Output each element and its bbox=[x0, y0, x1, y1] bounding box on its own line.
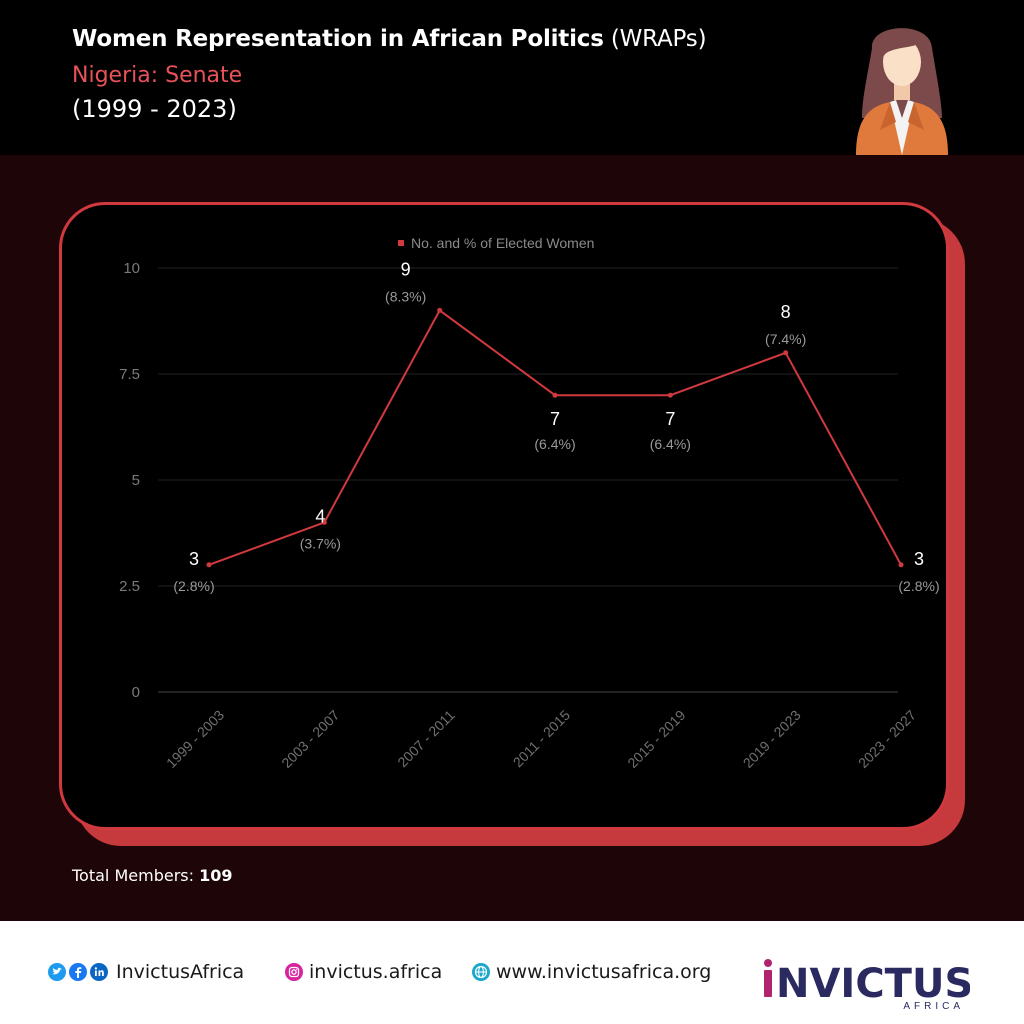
data-point bbox=[667, 392, 673, 398]
x-tick-label: 2011 - 2015 bbox=[510, 707, 574, 771]
y-tick-label: 5 bbox=[132, 472, 140, 489]
y-tick-label: 0 bbox=[132, 684, 140, 701]
total-value: 109 bbox=[199, 866, 233, 885]
total-members: Total Members: 109 bbox=[72, 866, 233, 885]
website-link[interactable]: www.invictusafrica.org bbox=[472, 961, 711, 983]
x-tick-label: 2015 - 2019 bbox=[624, 707, 688, 771]
twitter-icon[interactable] bbox=[48, 963, 66, 981]
invictus-logo: NVICTUS AFRICA bbox=[760, 941, 973, 1012]
social-links: InvictusAfrica bbox=[48, 961, 244, 983]
title-main: Women Representation in African Politics bbox=[72, 26, 604, 52]
brand-sub: AFRICA bbox=[903, 1001, 964, 1011]
header: Women Representation in African Politics… bbox=[0, 0, 1024, 155]
footer: InvictusAfrica invictus.africa www.invic… bbox=[0, 921, 1024, 1024]
data-value-label: 3 bbox=[914, 549, 924, 569]
data-point bbox=[437, 307, 443, 313]
data-value-label: 7 bbox=[665, 409, 675, 429]
data-value-label: 7 bbox=[550, 409, 560, 429]
data-percent-label: (2.8%) bbox=[898, 578, 939, 594]
x-tick-label: 2007 - 2011 bbox=[394, 707, 458, 771]
data-value-label: 8 bbox=[781, 302, 791, 322]
total-label: Total Members: bbox=[72, 866, 194, 885]
woman-avatar-icon bbox=[856, 28, 948, 155]
data-value-label: 9 bbox=[401, 259, 411, 279]
data-point bbox=[898, 562, 904, 568]
data-percent-label: (2.8%) bbox=[173, 578, 214, 594]
data-point bbox=[552, 392, 558, 398]
data-point bbox=[206, 562, 212, 568]
instagram-icon bbox=[285, 963, 303, 981]
instagram-handle: invictus.africa bbox=[309, 961, 443, 983]
y-tick-label: 7.5 bbox=[119, 366, 140, 383]
data-percent-label: (3.7%) bbox=[300, 535, 341, 551]
page-title: Women Representation in African Politics… bbox=[72, 26, 707, 52]
globe-icon bbox=[472, 963, 490, 981]
title-tail: (WRAPs) bbox=[610, 26, 707, 52]
y-tick-label: 10 bbox=[123, 260, 140, 277]
data-percent-label: (6.4%) bbox=[534, 436, 575, 452]
x-tick-label: 1999 - 2003 bbox=[163, 707, 227, 771]
x-tick-label: 2019 - 2023 bbox=[740, 707, 804, 771]
y-tick-label: 2.5 bbox=[119, 578, 140, 595]
linkedin-icon[interactable] bbox=[90, 963, 108, 981]
brand-wordmark: NVICTUS bbox=[776, 961, 970, 1007]
legend-label: No. and % of Elected Women bbox=[411, 235, 594, 251]
chart-legend: No. and % of Elected Women bbox=[398, 235, 594, 251]
website-url: www.invictusafrica.org bbox=[496, 961, 712, 983]
instagram-link[interactable]: invictus.africa bbox=[285, 961, 442, 983]
data-percent-label: (6.4%) bbox=[650, 436, 691, 452]
x-tick-label: 2003 - 2007 bbox=[278, 707, 342, 771]
data-value-label: 4 bbox=[315, 506, 325, 526]
facebook-icon[interactable] bbox=[69, 963, 87, 981]
x-tick-label: 2023 - 2027 bbox=[855, 707, 919, 771]
chart-card bbox=[59, 202, 949, 830]
data-value-label: 3 bbox=[189, 549, 199, 569]
data-percent-label: (7.4%) bbox=[765, 331, 806, 347]
legend-marker bbox=[398, 240, 404, 246]
period-label: (1999 - 2023) bbox=[72, 95, 237, 123]
social-handle[interactable]: InvictusAfrica bbox=[116, 961, 245, 983]
data-point bbox=[321, 519, 327, 525]
data-percent-label: (8.3%) bbox=[385, 288, 426, 304]
data-point bbox=[783, 350, 789, 356]
page-subtitle: Nigeria: Senate bbox=[72, 63, 243, 88]
